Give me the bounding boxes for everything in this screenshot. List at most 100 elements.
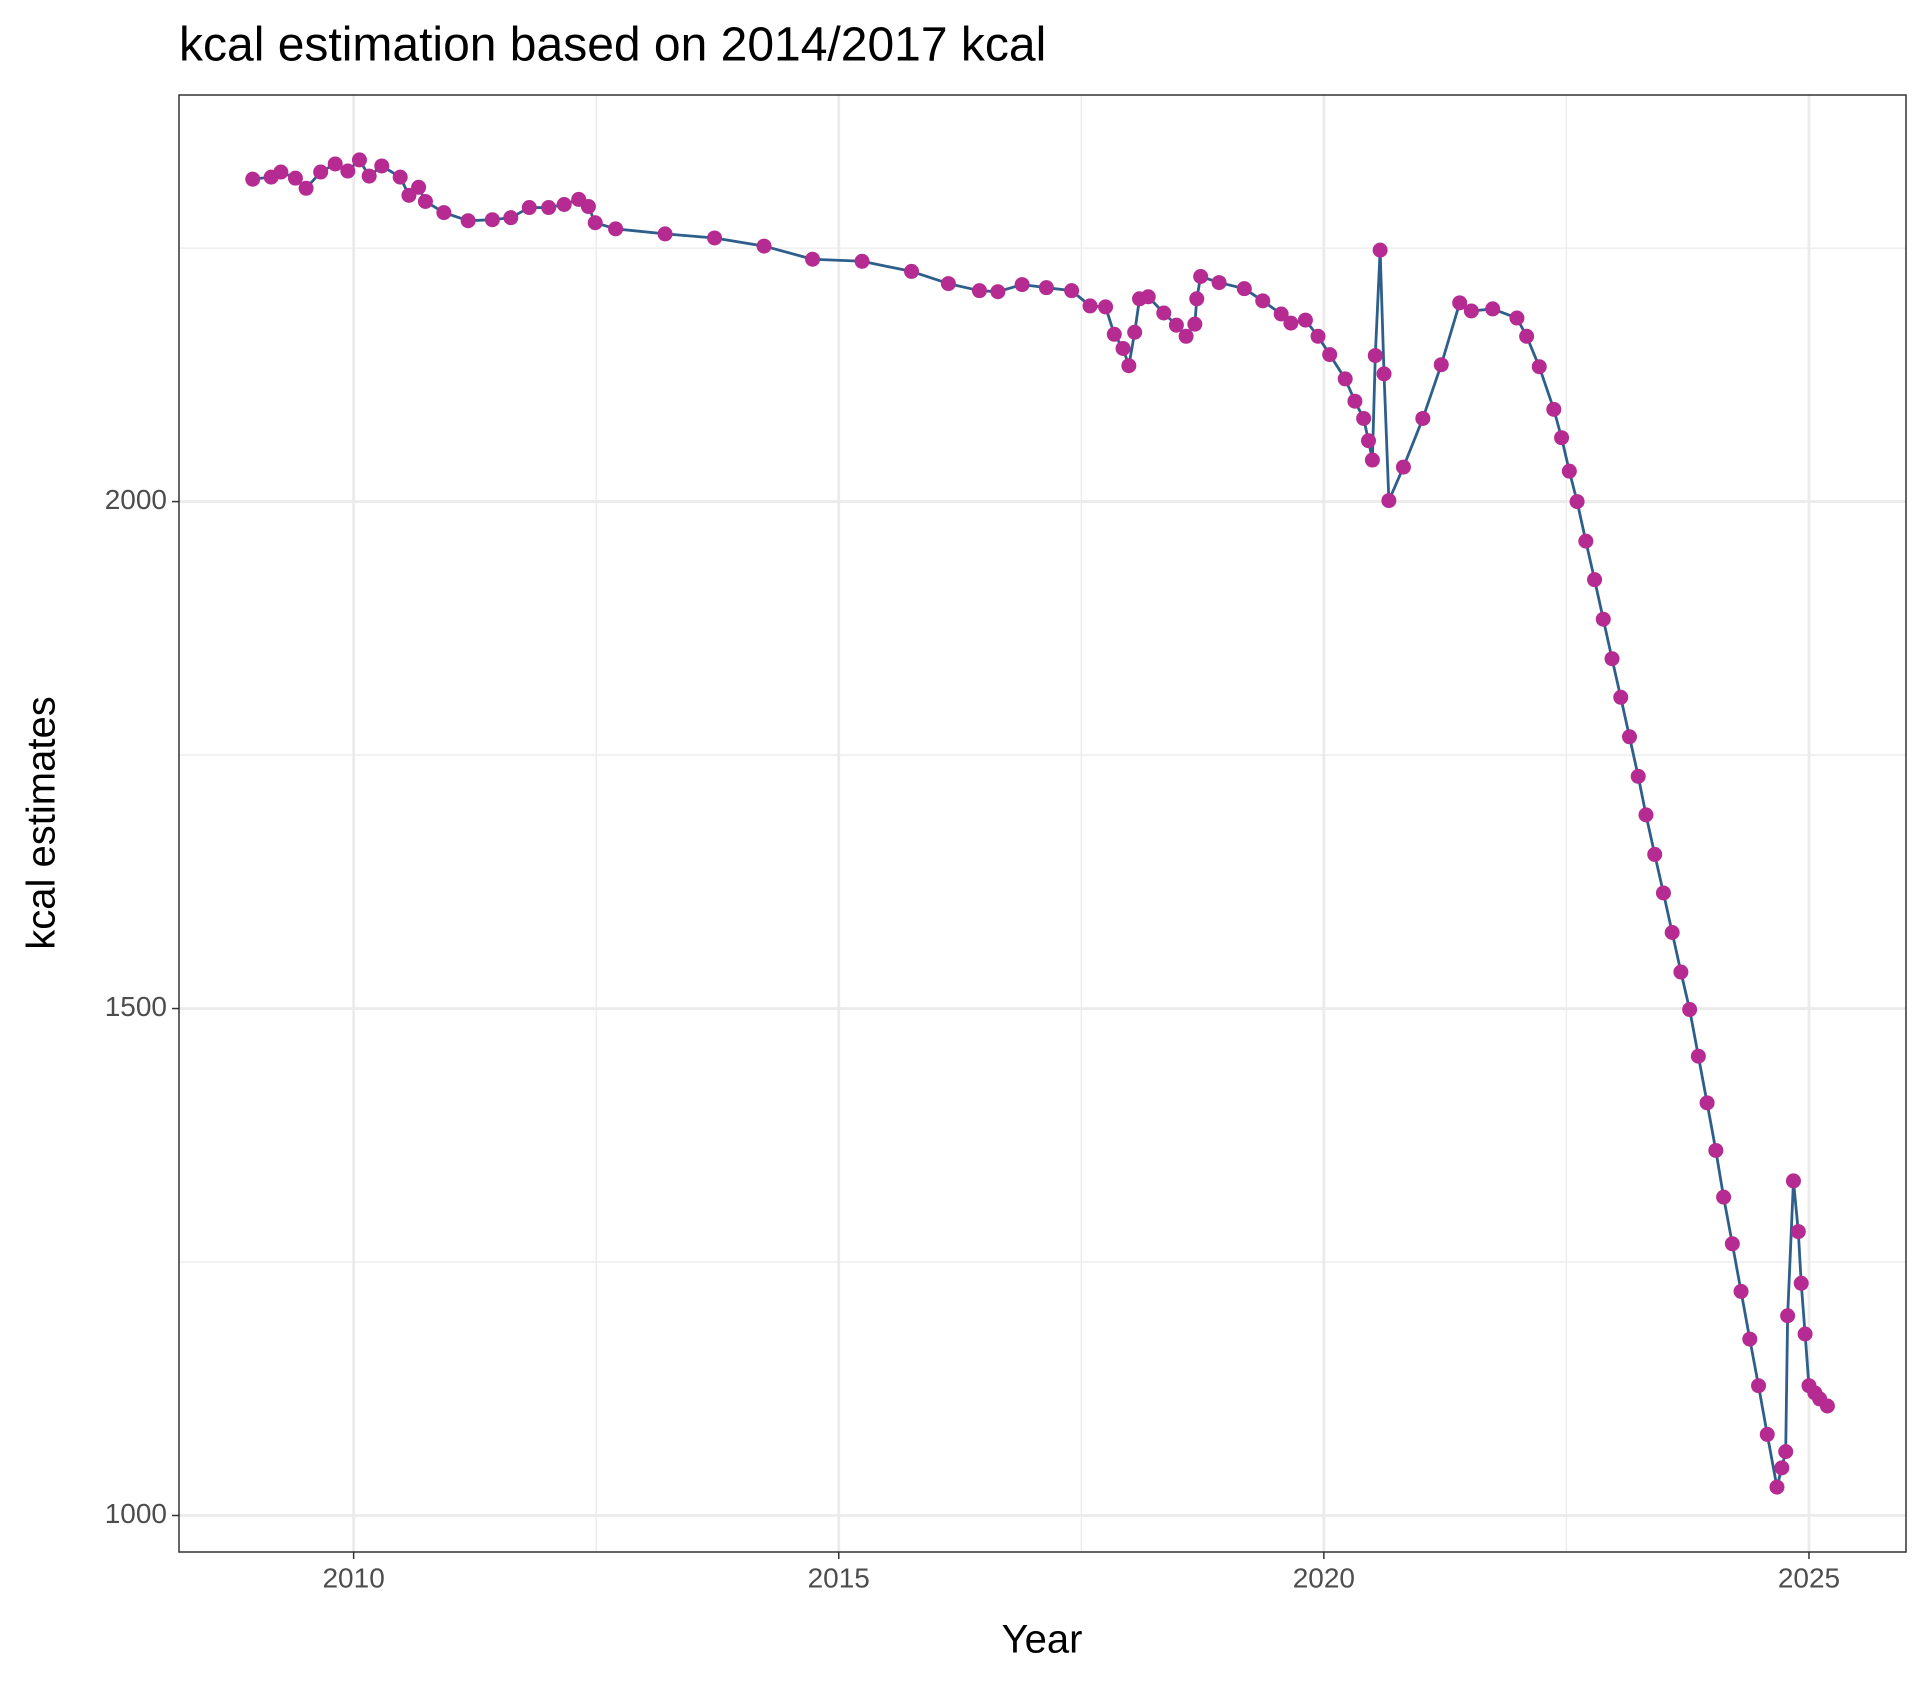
data-point xyxy=(1790,1224,1806,1240)
data-point xyxy=(1638,807,1654,823)
data-point xyxy=(392,169,408,185)
data-point xyxy=(1156,305,1172,321)
data-point xyxy=(1064,283,1080,299)
data-point xyxy=(1569,494,1585,510)
data-point xyxy=(287,170,303,186)
data-point xyxy=(1098,299,1114,315)
data-point xyxy=(587,215,603,231)
data-point xyxy=(1381,493,1397,509)
data-point xyxy=(1395,459,1411,475)
panel-border xyxy=(178,94,1907,1553)
data-point xyxy=(484,212,500,228)
data-point xyxy=(1759,1426,1775,1442)
data-point xyxy=(1283,315,1299,331)
data-point xyxy=(361,168,377,184)
data-point xyxy=(1463,303,1479,319)
data-point xyxy=(503,210,519,226)
data-point xyxy=(1014,277,1030,293)
data-point xyxy=(541,200,557,216)
data-point xyxy=(1178,328,1194,344)
data-point xyxy=(1273,306,1289,322)
data-point xyxy=(1038,280,1054,296)
data-point xyxy=(657,226,673,242)
data-point xyxy=(1664,924,1680,940)
data-point xyxy=(1724,1236,1740,1252)
data-point xyxy=(1376,366,1392,382)
data-point xyxy=(1595,611,1611,627)
data-point xyxy=(1322,347,1338,363)
data-point xyxy=(1364,452,1380,468)
data-point xyxy=(1546,401,1562,417)
data-point xyxy=(904,263,920,279)
y-tick-label: 1000 xyxy=(105,1498,167,1529)
data-point xyxy=(1433,357,1449,373)
data-point xyxy=(556,197,572,213)
data-point xyxy=(1168,317,1184,333)
data-point xyxy=(1554,430,1570,446)
data-point xyxy=(1673,964,1689,980)
data-point xyxy=(374,158,390,174)
data-point xyxy=(1297,312,1313,328)
data-point xyxy=(756,238,772,254)
data-point xyxy=(417,193,433,209)
data-point xyxy=(1751,1378,1767,1394)
y-tick-label: 1500 xyxy=(105,991,167,1022)
data-point xyxy=(1127,324,1143,340)
data-point xyxy=(1778,1444,1794,1460)
y-tick-label: 2000 xyxy=(105,484,167,515)
data-point xyxy=(990,284,1006,300)
data-point xyxy=(608,221,624,237)
data-point xyxy=(580,199,596,215)
data-point xyxy=(273,164,289,180)
data-point xyxy=(1578,533,1594,549)
data-point xyxy=(436,205,452,221)
data-point xyxy=(1793,1275,1809,1291)
data-point xyxy=(327,156,343,172)
data-point xyxy=(1682,1002,1698,1018)
data-point xyxy=(1255,293,1271,309)
data-point xyxy=(1360,433,1376,449)
data-point xyxy=(971,283,987,299)
chart-title: kcal estimation based on 2014/2017 kcal xyxy=(179,19,1046,72)
data-point xyxy=(1630,768,1646,784)
data-point xyxy=(245,171,261,187)
data-point xyxy=(1356,410,1372,426)
data-point xyxy=(313,164,329,180)
data-point xyxy=(460,213,476,229)
data-point xyxy=(1485,301,1501,317)
data-point xyxy=(1140,289,1156,305)
data-point xyxy=(1531,359,1547,375)
data-point xyxy=(1189,291,1205,307)
data-point xyxy=(854,253,870,269)
x-tick-label: 2020 xyxy=(1293,1562,1355,1593)
data-point xyxy=(298,180,314,196)
x-tick-label: 2025 xyxy=(1778,1562,1840,1593)
data-point xyxy=(1415,410,1431,426)
data-point xyxy=(1655,885,1671,901)
data-point xyxy=(1769,1479,1785,1495)
data-point xyxy=(1337,371,1353,387)
data-point xyxy=(1797,1326,1813,1342)
x-tick-label: 2010 xyxy=(322,1562,384,1593)
data-point xyxy=(1082,298,1098,314)
data-point xyxy=(1780,1308,1796,1324)
data-point xyxy=(521,200,537,216)
data-point xyxy=(1774,1460,1790,1476)
data-point xyxy=(1193,268,1209,284)
data-point xyxy=(1310,328,1326,344)
data-point xyxy=(1452,295,1468,311)
data-point xyxy=(1785,1173,1801,1189)
data-point xyxy=(1587,572,1603,588)
data-point xyxy=(1733,1283,1749,1299)
data-point xyxy=(1211,275,1227,291)
data-point xyxy=(1347,393,1363,409)
data-point xyxy=(940,276,956,292)
data-point xyxy=(1690,1048,1706,1064)
data-point xyxy=(805,251,821,267)
data-point xyxy=(1372,242,1388,258)
data-point xyxy=(1509,310,1525,326)
data-point xyxy=(1106,326,1122,342)
data-point xyxy=(1121,358,1137,374)
x-tick-label: 2015 xyxy=(808,1562,870,1593)
